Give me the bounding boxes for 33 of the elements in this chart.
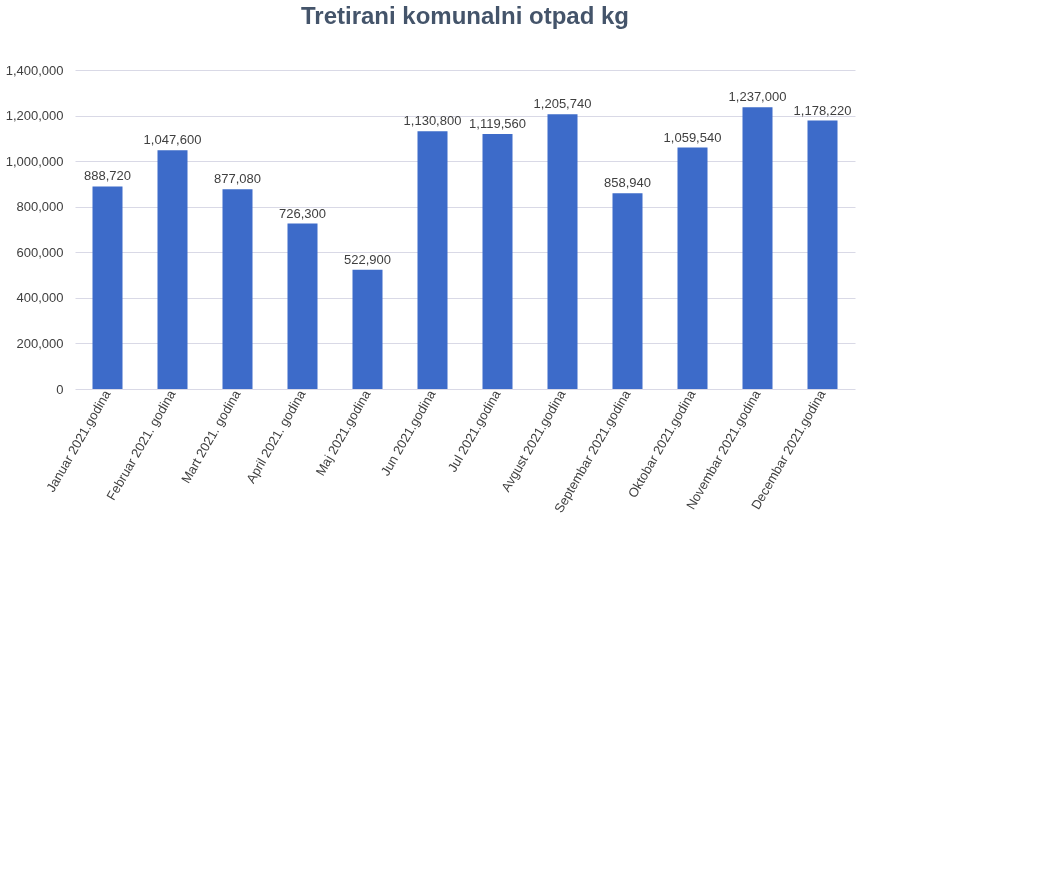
data-label: 1,119,560 — [469, 115, 526, 131]
data-label: 522,900 — [344, 251, 391, 267]
data-label: 1,130,800 — [403, 113, 462, 129]
bar — [677, 147, 708, 389]
data-label: 1,237,000 — [728, 89, 787, 105]
data-label: 1,047,600 — [143, 132, 202, 148]
y-tick-label: 200,000 — [16, 335, 64, 351]
bar — [482, 133, 513, 389]
bar — [92, 186, 123, 389]
bar — [287, 223, 318, 389]
chart-title: Tretirani komunalni otpad kg — [300, 2, 630, 29]
data-label: 877,080 — [214, 171, 261, 187]
data-label: 726,300 — [279, 205, 326, 221]
bar — [417, 131, 448, 389]
bar — [222, 189, 253, 389]
bar — [807, 120, 838, 389]
y-tick-label: 400,000 — [16, 290, 64, 306]
y-tick-label: 600,000 — [16, 244, 64, 260]
y-tick-label: 0 — [56, 381, 64, 397]
data-label: 1,205,740 — [533, 96, 592, 112]
bar — [612, 193, 643, 389]
bar — [742, 107, 773, 389]
data-label: 858,940 — [604, 175, 651, 191]
y-tick-label: 800,000 — [16, 199, 64, 215]
data-label: 888,720 — [84, 168, 131, 184]
bar — [352, 269, 383, 389]
bar — [157, 150, 188, 389]
bar — [547, 114, 578, 389]
data-label: 1,178,220 — [793, 102, 852, 118]
y-tick-label: 1,400,000 — [5, 62, 64, 78]
data-label: 1,059,540 — [663, 129, 722, 145]
y-tick-label: 1,200,000 — [5, 108, 64, 124]
y-tick-label: 1,000,000 — [5, 153, 64, 169]
